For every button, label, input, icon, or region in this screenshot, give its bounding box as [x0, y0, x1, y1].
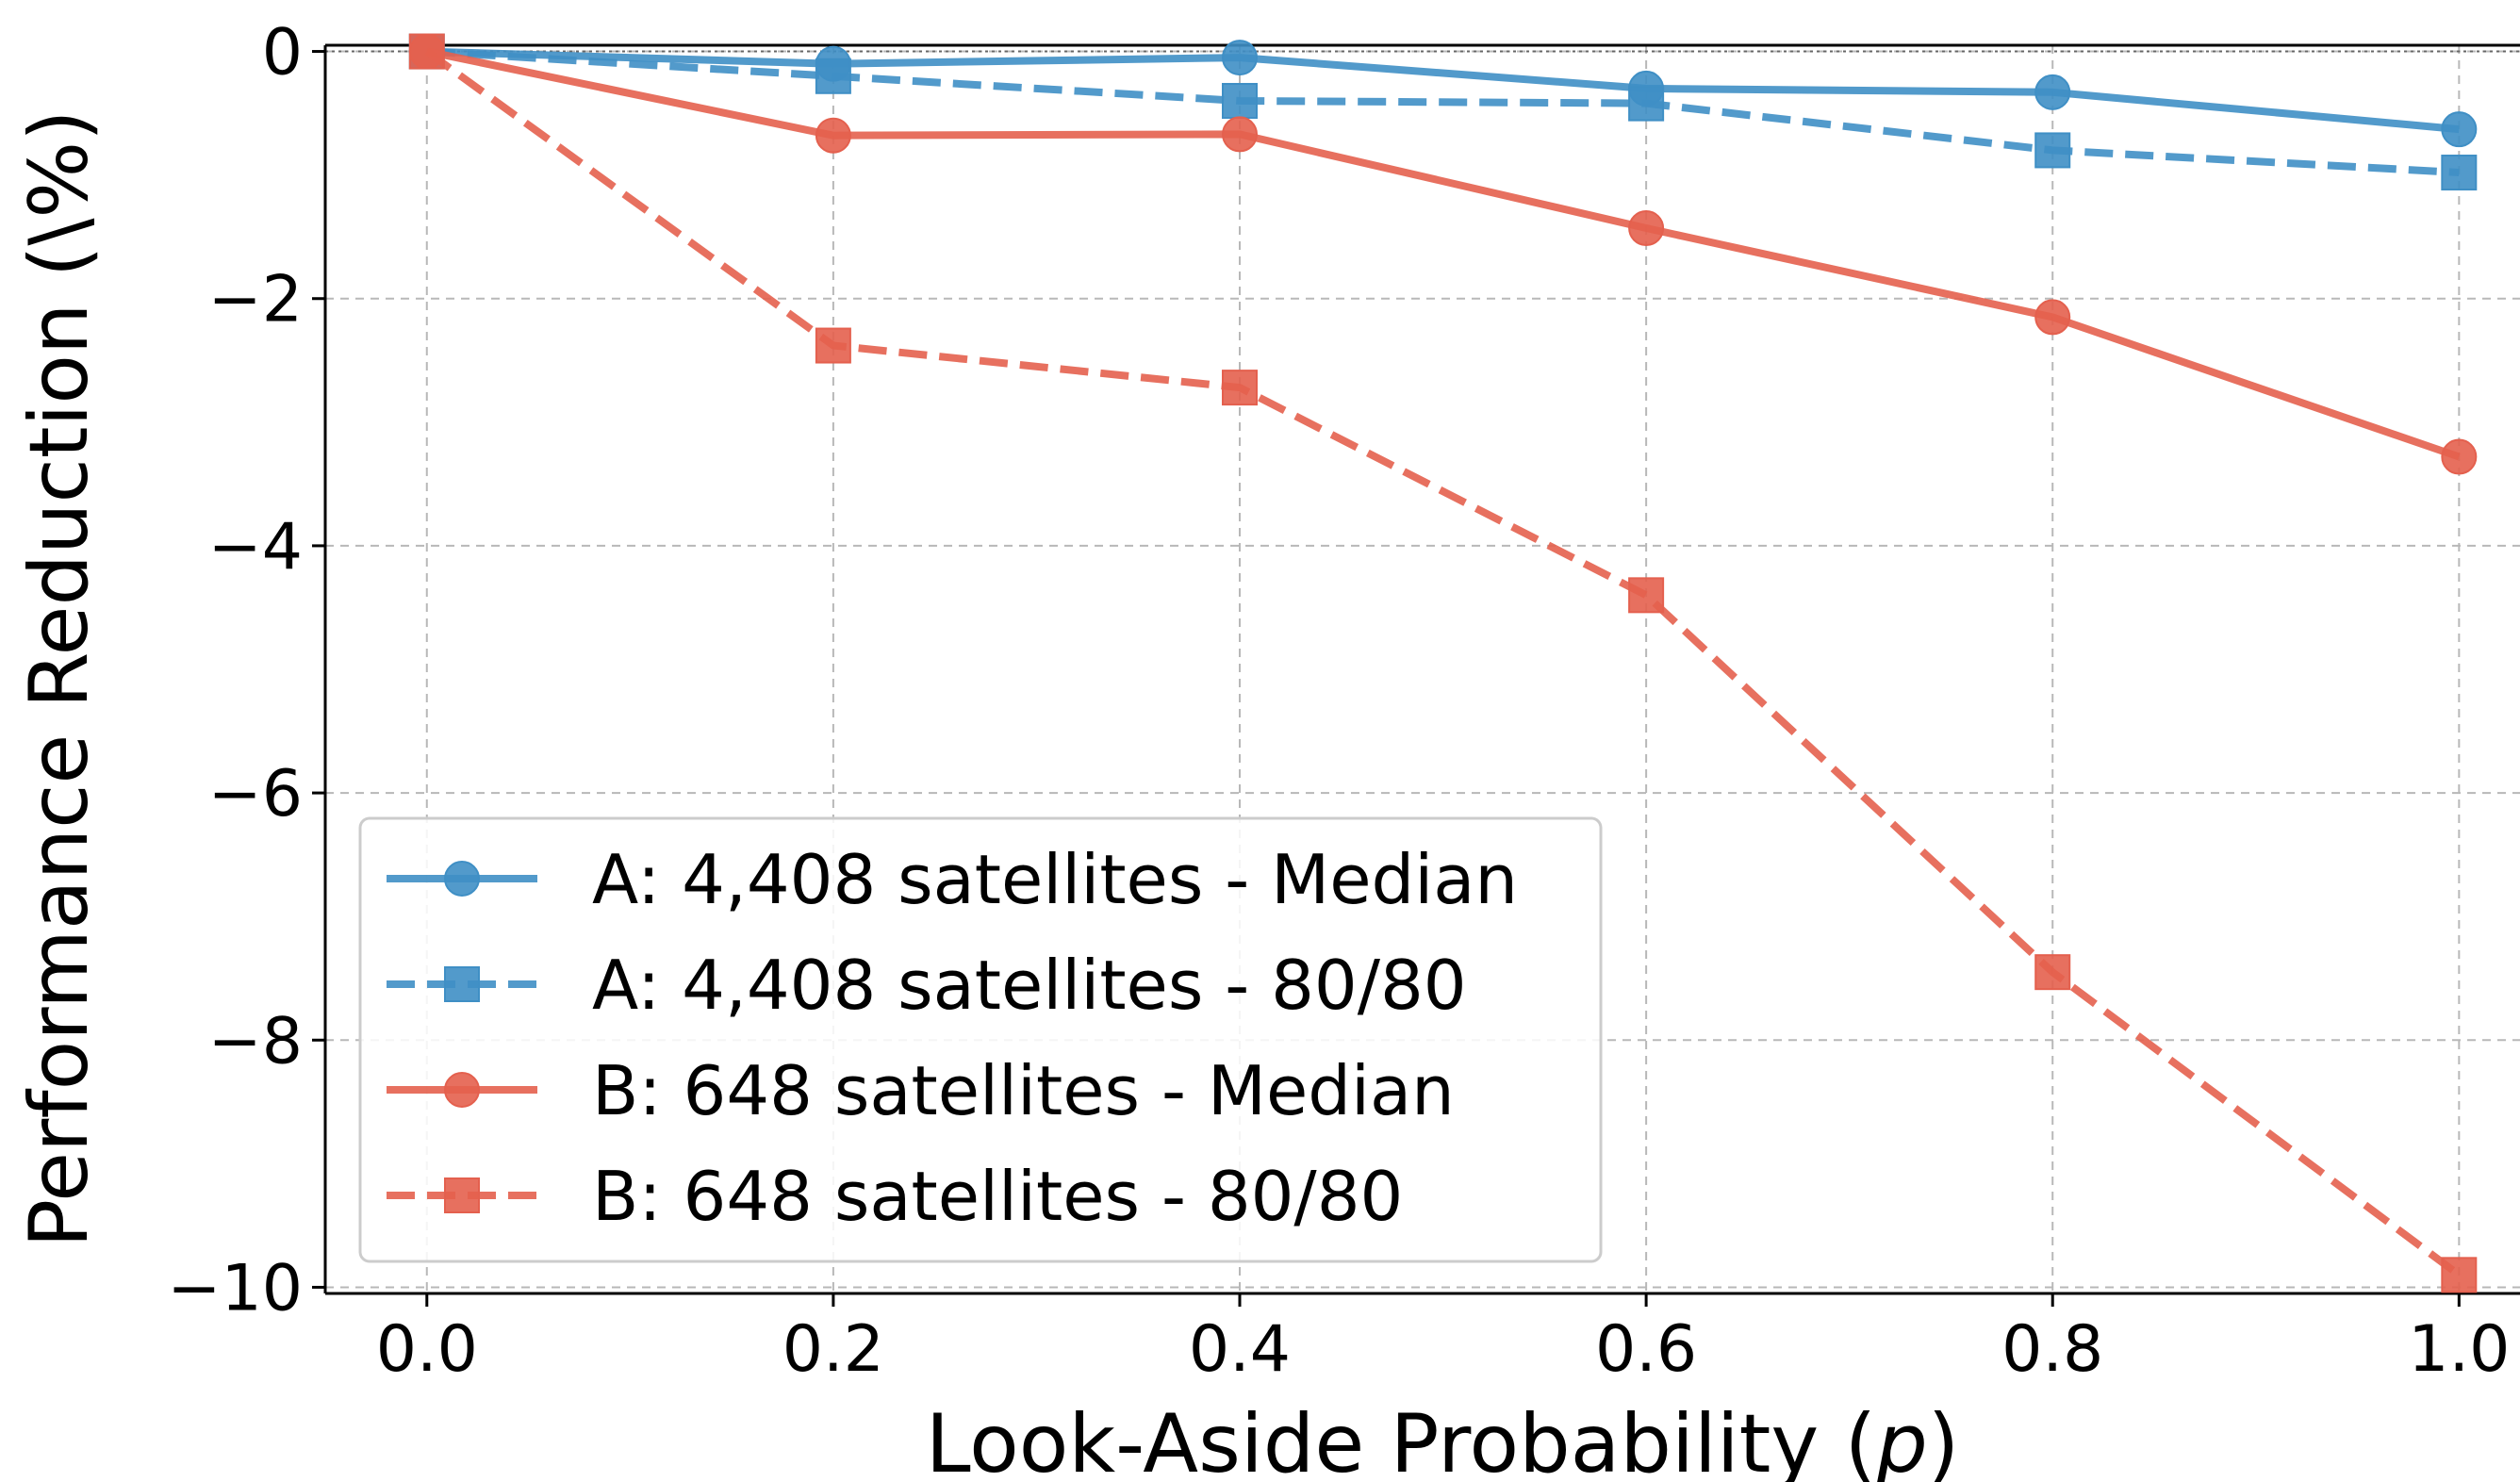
data-point — [2034, 299, 2071, 336]
y-axis-title: Performance Reduction (\%) — [12, 109, 107, 1247]
series-line — [426, 47, 2460, 134]
series-line — [426, 47, 2460, 176]
series-4 — [408, 33, 2478, 1293]
y-tick-label: −10 — [167, 1251, 303, 1326]
grid — [325, 45, 2520, 1293]
y-tick-label: −8 — [208, 1004, 303, 1079]
legend-marker — [444, 1177, 480, 1213]
x-tick-label: 0.2 — [782, 1312, 884, 1387]
data-point — [1628, 210, 1665, 247]
data-point — [2034, 132, 2071, 169]
data-point — [1628, 577, 1665, 614]
series-line — [424, 48, 2462, 1278]
x-tick-label: 0.0 — [376, 1312, 478, 1387]
axes — [312, 43, 2520, 1307]
legend-label: A: 4,408 satellites - 80/80 — [592, 946, 1467, 1025]
legend-marker — [444, 1072, 480, 1108]
data-point — [2441, 155, 2478, 191]
data-point — [1222, 82, 1258, 119]
data-point — [1222, 40, 1258, 76]
data-point — [815, 117, 851, 154]
legend-label: A: 4,408 satellites - Median — [592, 840, 1518, 919]
x-tick-label: 0.4 — [1189, 1312, 1291, 1387]
data-point — [2441, 438, 2478, 475]
x-axis-title-close: ) — [1928, 1397, 1960, 1482]
y-tick-label: −6 — [208, 757, 303, 832]
data-point — [1222, 370, 1258, 406]
data-point — [815, 327, 851, 364]
data-point — [2034, 74, 2071, 110]
data-point — [2441, 111, 2478, 148]
legend-box — [358, 816, 1603, 1263]
x-tick-label: 1.0 — [2408, 1312, 2510, 1387]
series-line — [425, 47, 2461, 461]
legend: A: 4,408 satellites - Median A: 4,408 sat… — [358, 816, 1603, 1263]
x-axis-title: Look-Aside Probability (p) — [926, 1397, 1960, 1482]
data-point — [1222, 116, 1258, 153]
y-tick-label: −4 — [208, 510, 303, 585]
data-point — [2034, 954, 2071, 991]
legend-label: B: 648 satellites - Median — [592, 1051, 1455, 1130]
series-layer — [408, 33, 2478, 1293]
x-tick-label: 0.6 — [1595, 1312, 1697, 1387]
data-point — [408, 33, 445, 70]
data-point — [815, 58, 851, 94]
legend-marker — [444, 861, 480, 897]
x-axis-title-variable: p — [1875, 1397, 1928, 1482]
y-tick-label: −2 — [208, 263, 303, 338]
x-axis-title-text: Look-Aside Probability ( — [926, 1397, 1876, 1482]
data-point — [2441, 1257, 2478, 1293]
x-tick-label: 0.8 — [2001, 1312, 2103, 1387]
data-point — [1628, 85, 1665, 122]
legend-marker — [444, 966, 480, 1002]
tick-labels: 0.0 0.2 0.4 0.6 0.8 1.0 0 −2 −4 −6 −8 −10 — [167, 16, 2510, 1387]
legend-label: B: 648 satellites - 80/80 — [592, 1157, 1403, 1236]
y-tick-label: 0 — [262, 16, 303, 91]
